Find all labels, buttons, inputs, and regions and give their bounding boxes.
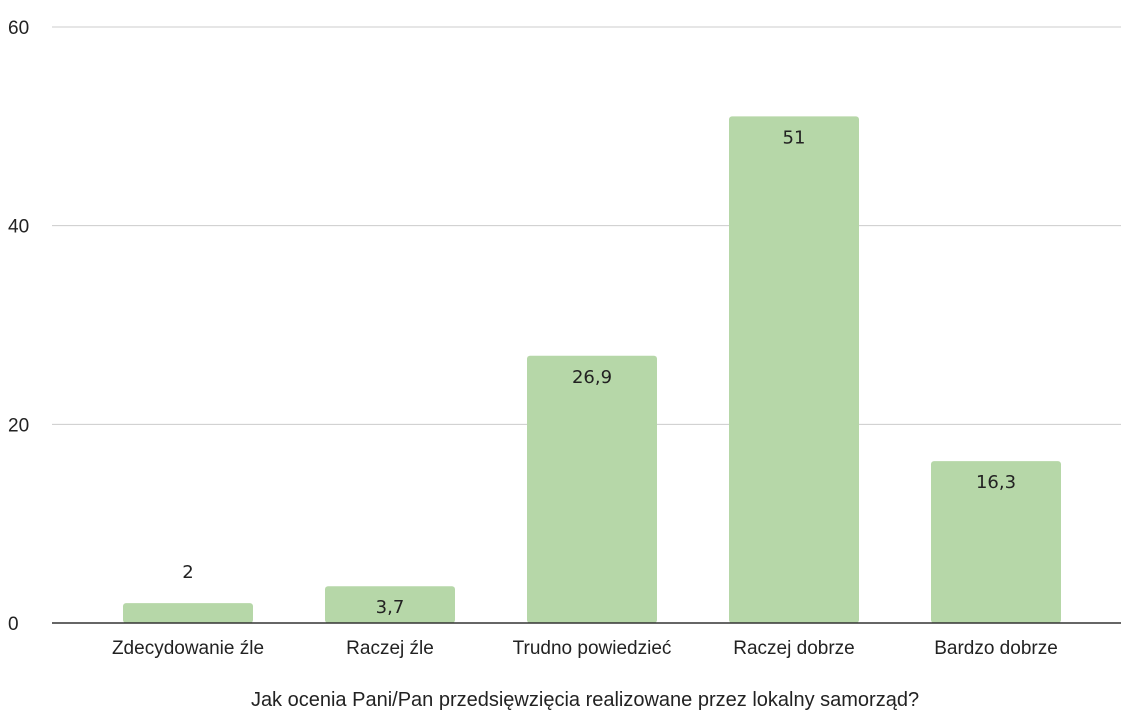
y-tick-label: 20 — [8, 415, 29, 436]
y-tick-label: 40 — [8, 217, 29, 238]
data-label: 16,3 — [976, 472, 1016, 493]
bar — [325, 586, 455, 623]
bar — [123, 603, 253, 623]
bar — [931, 461, 1061, 623]
data-labels: 2 3,7 26,9 51 16,3 — [182, 127, 1016, 618]
data-label: 2 — [182, 562, 193, 583]
bar — [729, 116, 859, 624]
x-tick-label: Zdecydowanie źle — [112, 638, 264, 659]
y-tick-label: 60 — [8, 18, 29, 39]
y-tick-label: 0 — [8, 614, 19, 635]
category-labels: Zdecydowanie źle Raczej źle Trudno powiedz… — [112, 638, 1058, 659]
x-tick-label: Raczej dobrze — [733, 638, 854, 659]
x-tick-label: Raczej źle — [346, 638, 434, 659]
data-label: 26,9 — [572, 367, 612, 388]
x-tick-label: Bardzo dobrze — [934, 638, 1058, 659]
x-axis-title: Jak ocenia Pani/Pan przedsięwzięcia real… — [251, 689, 919, 711]
bars — [123, 116, 1061, 624]
x-tick-label: Trudno powiedzieć — [513, 638, 672, 659]
data-label: 3,7 — [376, 597, 405, 618]
bar — [527, 355, 657, 623]
y-axis-ticks: 0 20 40 60 — [8, 18, 29, 635]
data-label: 51 — [783, 127, 806, 148]
